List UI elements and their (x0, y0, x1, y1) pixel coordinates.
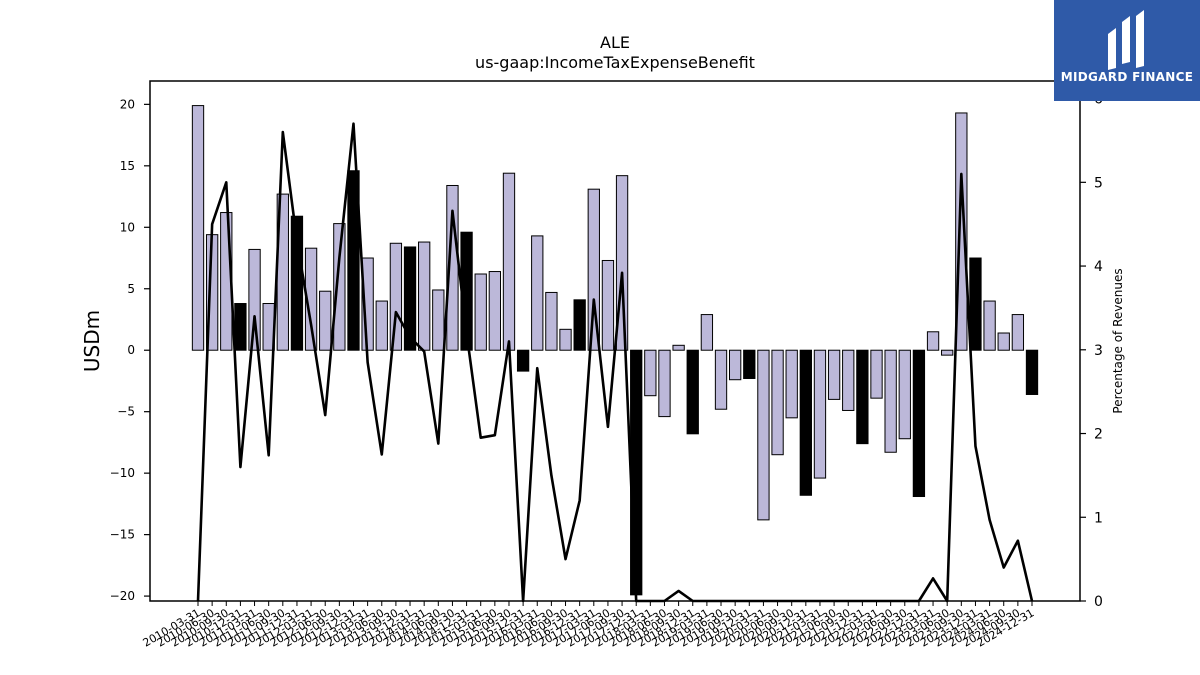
bar-2023-03-31 (926, 331, 940, 351)
bar-2023-09-30 (955, 112, 968, 351)
bar-2015-06-30 (488, 271, 502, 351)
bar-2012-09-30 (333, 223, 346, 351)
y-tick-label: −15 (110, 528, 135, 542)
bar-2017-09-30 (615, 175, 629, 351)
bar-2019-09-30 (729, 349, 742, 381)
bar-2011-12-31 (290, 215, 304, 351)
logo: MIDGARD FINANCE (1054, 0, 1200, 101)
bar-2015-03-31 (474, 273, 487, 351)
bar-2022-03-31 (870, 349, 883, 399)
bar-2021-06-30 (827, 349, 841, 400)
bar-2013-09-30 (389, 242, 403, 351)
y2-tick-label: 4 (1094, 259, 1103, 275)
y2-tick-label: 0 (1094, 594, 1103, 610)
y-tick-label: 0 (127, 343, 135, 357)
bar-2020-06-30 (771, 349, 784, 456)
midgard-logo-icon (1108, 10, 1144, 70)
bar-2013-12-31 (403, 246, 417, 351)
y2-axis-label: Percentage of Revenues (1111, 268, 1125, 413)
y-tick-label: 15 (120, 159, 135, 173)
bar-2015-12-31 (516, 349, 530, 372)
bar-2019-06-30 (714, 349, 728, 410)
bar-2024-06-30 (997, 332, 1010, 351)
y-tick-label: −10 (110, 466, 135, 480)
bar-2013-06-30 (375, 300, 388, 351)
y-axis-right: 0123456 (1080, 92, 1103, 610)
bar-2020-12-31 (799, 349, 812, 496)
bar-2022-09-30 (898, 349, 911, 440)
bar-2017-12-31 (630, 349, 643, 596)
x-axis: 2010-03-312010-06-302010-09-302010-12-31… (141, 601, 1037, 650)
bar-2023-06-30 (941, 349, 954, 356)
bar-2022-12-31 (912, 349, 926, 498)
y-tick-label: 20 (120, 97, 135, 111)
bar-2016-09-30 (559, 328, 572, 351)
bar-2018-12-31 (686, 349, 699, 435)
bar-2017-03-31 (587, 188, 600, 351)
bar-2021-03-31 (813, 349, 827, 479)
y-tick-label: −20 (110, 589, 135, 603)
bar-2014-03-31 (418, 241, 431, 351)
bar-2024-12-31 (1025, 349, 1039, 395)
bar-2011-03-31 (248, 248, 261, 351)
bar-2010-12-31 (234, 303, 247, 351)
bar-2016-03-31 (531, 235, 544, 351)
y-axis-left: −20 −15 −10 −5 0 5 10 15 20 (110, 97, 150, 603)
logo-text: MIDGARD FINANCE (1061, 70, 1193, 84)
bar-2018-09-30 (672, 344, 685, 351)
bar-2012-03-31 (304, 247, 318, 351)
bar-2012-12-31 (347, 170, 360, 351)
bar-2012-06-30 (319, 290, 332, 351)
y2-tick-label: 5 (1094, 175, 1103, 191)
y2-tick-label: 3 (1094, 343, 1103, 359)
bar-2022-06-30 (884, 349, 897, 453)
chart-subtitle: us-gaap:IncomeTaxExpenseBenefit (475, 53, 755, 72)
chart-title: ALE (600, 33, 630, 52)
bar-2014-06-30 (432, 289, 445, 351)
bar-2018-03-31 (644, 349, 657, 397)
bar-2015-09-30 (502, 172, 516, 351)
bar-2020-09-30 (785, 349, 798, 419)
bar-2024-03-31 (983, 300, 996, 351)
y2-tick-label: 1 (1094, 510, 1103, 526)
bar-2019-03-31 (700, 314, 714, 351)
y-tick-label: −5 (117, 405, 135, 419)
bar-2024-09-30 (1011, 314, 1025, 351)
bars-layer (191, 105, 1039, 596)
bar-2021-12-31 (856, 349, 869, 445)
bar-2021-09-30 (842, 349, 855, 411)
y2-tick-label: 2 (1094, 427, 1103, 443)
bar-2023-12-31 (969, 257, 982, 351)
bar-2010-03-31 (191, 105, 205, 351)
bar-2020-03-31 (757, 349, 770, 521)
plot-frame (149, 80, 1081, 602)
bar-2016-12-31 (573, 299, 586, 351)
y-axis-label: USDm (80, 310, 104, 372)
bar-2016-06-30 (545, 291, 558, 351)
y-tick-label: 10 (120, 220, 135, 234)
bar-2019-12-31 (743, 349, 756, 379)
y-tick-label: 5 (127, 282, 135, 296)
bar-2017-06-30 (601, 259, 615, 351)
bar-2018-06-30 (658, 349, 671, 418)
